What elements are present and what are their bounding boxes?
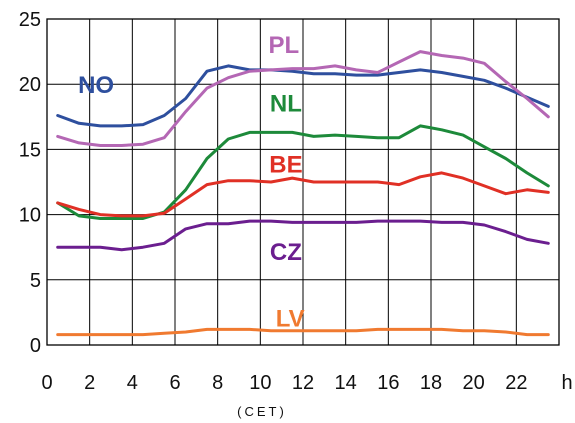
series-line-lv [56, 327, 550, 337]
x-tick-label: 4 [127, 372, 138, 394]
series-line-be [56, 171, 550, 218]
x-tick-label: 12 [292, 372, 314, 394]
x-tick-label: 2 [84, 372, 95, 394]
series-labels: NO PL NL BE CZ LV [78, 32, 305, 333]
plot-frame [46, 18, 560, 346]
y-tick-label: 10 [19, 205, 41, 227]
series-line-pl [56, 50, 550, 147]
y-tick-label: 5 [30, 270, 41, 292]
y-axis-ticks: 0 5 10 15 20 25 [19, 9, 41, 357]
x-tick-label: 18 [420, 372, 442, 394]
x-tick-label: 22 [505, 372, 527, 394]
series-line-cz [56, 219, 550, 252]
series-label-cz: CZ [270, 239, 302, 266]
y-tick-label: 0 [30, 335, 41, 357]
x-axis-label: (CET) [237, 404, 287, 419]
series-label-pl: PL [268, 32, 299, 59]
series-lines [56, 50, 550, 337]
x-tick-label: 6 [169, 372, 180, 394]
series-label-no: NO [78, 72, 114, 99]
x-unit-label: h [561, 372, 572, 394]
y-tick-label: 25 [19, 9, 41, 31]
series-label-lv: LV [276, 306, 305, 333]
series-label-nl: NL [270, 90, 302, 117]
x-tick-label: 10 [249, 372, 271, 394]
x-tick-label: 20 [463, 372, 485, 394]
x-tick-label: 8 [212, 372, 223, 394]
series-label-be: BE [269, 152, 302, 179]
x-axis-ticks: 0 2 4 6 8 10 12 14 16 18 20 22 [41, 372, 527, 394]
x-tick-label: 16 [377, 372, 399, 394]
y-tick-label: 15 [19, 139, 41, 161]
x-tick-label: 0 [41, 372, 52, 394]
series-line-nl [56, 124, 550, 220]
series-line-no [56, 64, 550, 128]
y-tick-label: 20 [19, 74, 41, 96]
x-tick-label: 14 [335, 372, 357, 394]
